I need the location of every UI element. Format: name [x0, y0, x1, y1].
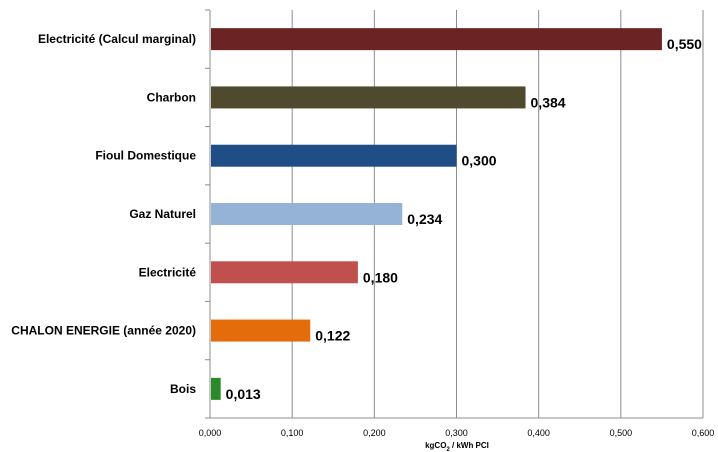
value-label: 0,013 [226, 386, 261, 402]
x-tick-label: 0,300 [445, 428, 468, 438]
x-axis-title-main: kgCO [425, 441, 446, 450]
value-label: 0,550 [667, 36, 702, 52]
value-label: 0,122 [315, 328, 350, 344]
bar [211, 319, 311, 342]
bar [211, 144, 457, 167]
labels-group: Electricité (Calcul marginal) 0,550 Charbo… [11, 32, 702, 402]
bar [211, 377, 221, 400]
bar [211, 86, 526, 109]
category-label: Charbon [147, 90, 196, 104]
category-axis [205, 9, 703, 419]
x-tick-label: 0,600 [692, 428, 715, 438]
category-label: Electricité [139, 265, 197, 279]
category-label: CHALON ENERGIE (année 2020) [11, 324, 196, 338]
value-label: 0,300 [462, 153, 497, 169]
bars-group [211, 28, 662, 400]
bar [211, 28, 662, 51]
x-axis-title-subscript: 2 [446, 447, 450, 452]
bar [211, 203, 403, 225]
value-label: 0,234 [407, 211, 442, 227]
x-axis-title-unit: / kWh PCI [450, 441, 489, 450]
category-label: Bois [170, 382, 196, 396]
bar [211, 261, 358, 284]
category-label: Electricité (Calcul marginal) [38, 32, 196, 46]
category-label: Fioul Domestique [95, 149, 196, 163]
x-tick-label: 0,200 [363, 428, 386, 438]
x-tick-label: 0,500 [610, 428, 633, 438]
value-label: 0,180 [363, 269, 398, 285]
x-axis-title: kgCO2 / kWh PCI [425, 441, 489, 452]
category-label: Gaz Naturel [129, 207, 196, 221]
x-tick-label: 0,000 [199, 428, 222, 438]
x-tick-label: 0,100 [281, 428, 304, 438]
value-label: 0,384 [531, 94, 566, 110]
x-tick-label: 0,400 [527, 428, 550, 438]
